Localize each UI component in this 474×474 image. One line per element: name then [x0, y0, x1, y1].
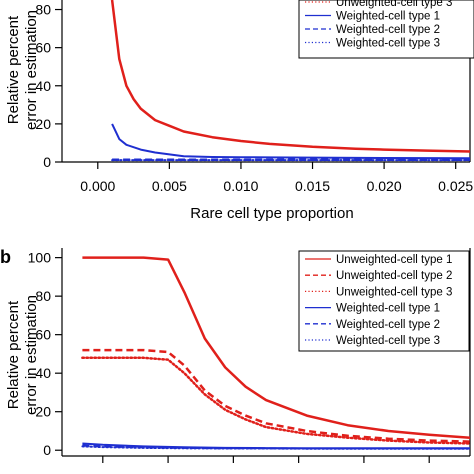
panel-a-series-group: [110, 0, 470, 162]
panel-b-y-tick-label: 100: [28, 250, 52, 266]
panel-a-x-tick-label: 0.025: [438, 178, 473, 194]
panel-a-x-tick-label: 0.015: [295, 178, 330, 194]
panel-b-y-tick-label: 60: [35, 327, 51, 343]
panel-b-y-label-line2: error in estimation: [23, 295, 40, 415]
panel-a-legend-box: [298, 0, 474, 59]
panel-a-y-label-line1: Relative percent: [5, 15, 22, 124]
panel-b-legend-label: Weighted-cell type 2: [336, 319, 440, 331]
panel-b-series-unweighted-cell-type-1: [82, 256, 470, 439]
panel-a-x-tick-label: 0.010: [223, 178, 258, 194]
panel-b-legend-label: Weighted-cell type 3: [336, 335, 440, 347]
panel-a-legend-label: Unweighted-cell type 3: [336, 0, 452, 9]
panel-b-legend-label: Unweighted-cell type 1: [336, 254, 452, 266]
panel-a-y-tick-label: 20: [35, 116, 51, 132]
panel-b-y-tick-label: 0: [43, 442, 51, 458]
panel-b-series-weighted-cell-type-3: [81, 445, 470, 450]
panel-b-y-tick-label: 20: [35, 404, 51, 420]
panel-a-y-tick-label: 0: [43, 154, 51, 170]
panel-b-series-group: [81, 256, 470, 450]
panel-b-y-tick-label: 80: [35, 288, 51, 304]
panel-a-y-label-line2: error in estimation: [23, 10, 40, 130]
panel-b-y-tick-label: 40: [35, 365, 51, 381]
panel-b: b 0 20 40 60 80 100 Unweighted-cell type 1 Unwe…: [0, 247, 471, 463]
panel-a-legend-label: Weighted-cell type 3: [336, 38, 440, 50]
panel-a-x-tick-label: 0.000: [80, 178, 115, 194]
panel-a-plot-area: 0 20 40 60 80 0.000 0.005 0.010 0.015 0.020 0.025 U…: [35, 0, 474, 194]
panel-b-legend-box: [298, 250, 470, 352]
panel-a-x-tick-label: 0.005: [152, 178, 187, 194]
panel-b-series-unweighted-cell-type-3: [81, 356, 470, 445]
panel-a-y-tick-label: 60: [35, 40, 51, 56]
panel-b-plot-area: 0 20 40 60 80 100 Unweighted-cell type 1 Unweig…: [28, 248, 471, 463]
panel-a-y-tick-label: 40: [35, 78, 51, 94]
panel-a-series-weighted-cell-type-1: [111, 123, 470, 160]
panel-a-x-tick-label: 0.020: [367, 178, 402, 194]
panel-b-letter: b: [0, 247, 11, 267]
panel-a-series-unweighted-cell-type-1: [110, 0, 470, 153]
panel-a-x-label: Rare cell type proportion: [190, 205, 353, 222]
panel-b-legend-label: Weighted-cell type 1: [336, 303, 440, 315]
panel-b-legend-label: Unweighted-cell type 2: [336, 270, 452, 282]
panel-b-y-label-line1: Relative percent: [5, 300, 22, 409]
panel-a-legend-label: Weighted-cell type 2: [336, 24, 440, 36]
panel-a: 0 20 40 60 80 0.000 0.005 0.010 0.015 0.020 0.025 U…: [5, 0, 474, 222]
panel-b-series-unweighted-cell-type-2: [82, 348, 470, 443]
panel-a-y-tick-label: 80: [35, 2, 51, 18]
panel-a-legend-label: Weighted-cell type 1: [336, 11, 440, 23]
panel-b-legend-label: Unweighted-cell type 3: [336, 286, 452, 298]
